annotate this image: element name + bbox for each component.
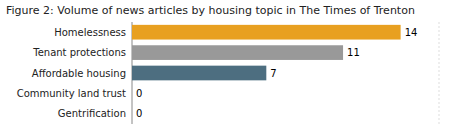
data-label: 7	[270, 68, 276, 79]
data-label: 0	[136, 108, 142, 119]
tick-label: Homelessness	[54, 27, 126, 38]
tick-label: Community land trust	[17, 88, 126, 99]
bar	[132, 25, 401, 40]
tick-label: Gentrification	[58, 108, 126, 119]
bar	[132, 106, 133, 121]
bar	[132, 86, 133, 101]
data-label: 11	[347, 47, 360, 58]
title: Figure 2: Volume of news articles by hou…	[6, 4, 415, 17]
tick-label: Affordable housing	[32, 68, 126, 79]
tick-label: Tenant protections	[32, 47, 126, 58]
chart: Figure 2: Volume of news articles by hou…	[0, 0, 469, 128]
bars	[132, 25, 401, 80]
bar	[132, 66, 266, 81]
data-label: 14	[405, 27, 418, 38]
range-end	[439, 22, 440, 124]
bar	[132, 45, 343, 60]
data-label: 0	[136, 88, 142, 99]
